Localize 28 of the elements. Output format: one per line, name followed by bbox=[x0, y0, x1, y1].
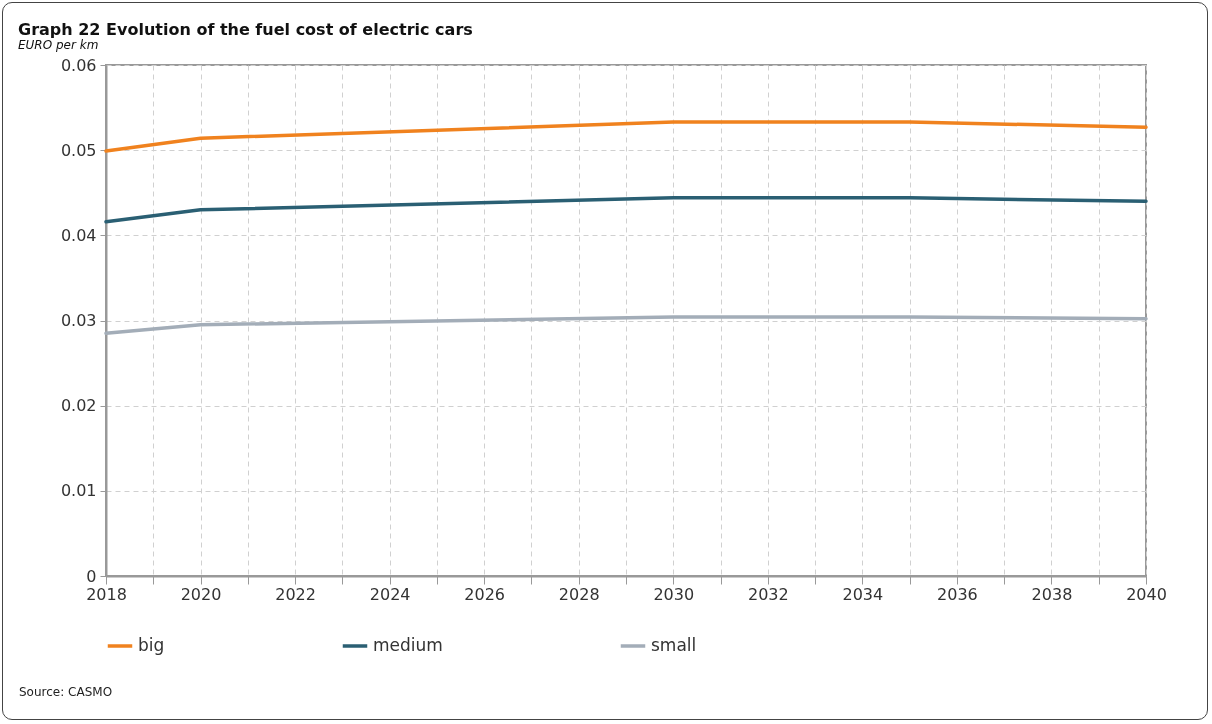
y-tick-label: 0.02 bbox=[60, 396, 97, 416]
x-tick-label: 2024 bbox=[369, 584, 411, 604]
y-tick-label: 0.01 bbox=[60, 481, 97, 501]
line-series bbox=[104, 120, 1148, 153]
x-tick-label: 2040 bbox=[1126, 584, 1167, 604]
x-tick-label: 2038 bbox=[1031, 584, 1073, 604]
x-tick-label: 2028 bbox=[558, 584, 600, 604]
legend-label: medium bbox=[373, 635, 443, 655]
source-note: Source: CASMO bbox=[19, 685, 113, 699]
legend-label: big bbox=[138, 635, 165, 655]
line-series bbox=[104, 196, 1148, 224]
x-tick-label: 2034 bbox=[842, 584, 884, 604]
line-series bbox=[104, 315, 1148, 336]
x-tick-label: 2020 bbox=[180, 584, 222, 604]
chart-subtitle: EURO per km bbox=[18, 38, 99, 52]
y-tick-label: 0 bbox=[86, 566, 97, 586]
x-tick-label: 2026 bbox=[464, 584, 506, 604]
legend-label: small bbox=[651, 635, 697, 655]
chart-title: Graph 22 Evolution of the fuel cost of electric cars bbox=[18, 20, 473, 39]
x-tick-label: 2022 bbox=[275, 584, 316, 604]
y-tick-label: 0.06 bbox=[60, 55, 97, 75]
x-tick-label: 2018 bbox=[86, 584, 127, 604]
x-tick-label: 2036 bbox=[937, 584, 978, 604]
y-tick-label: 0.03 bbox=[60, 311, 97, 330]
y-tick-label: 0.05 bbox=[60, 140, 97, 160]
y-tick-label: 0.04 bbox=[60, 225, 97, 245]
x-tick-label: 2030 bbox=[653, 584, 695, 604]
x-tick-label: 2032 bbox=[747, 584, 789, 604]
